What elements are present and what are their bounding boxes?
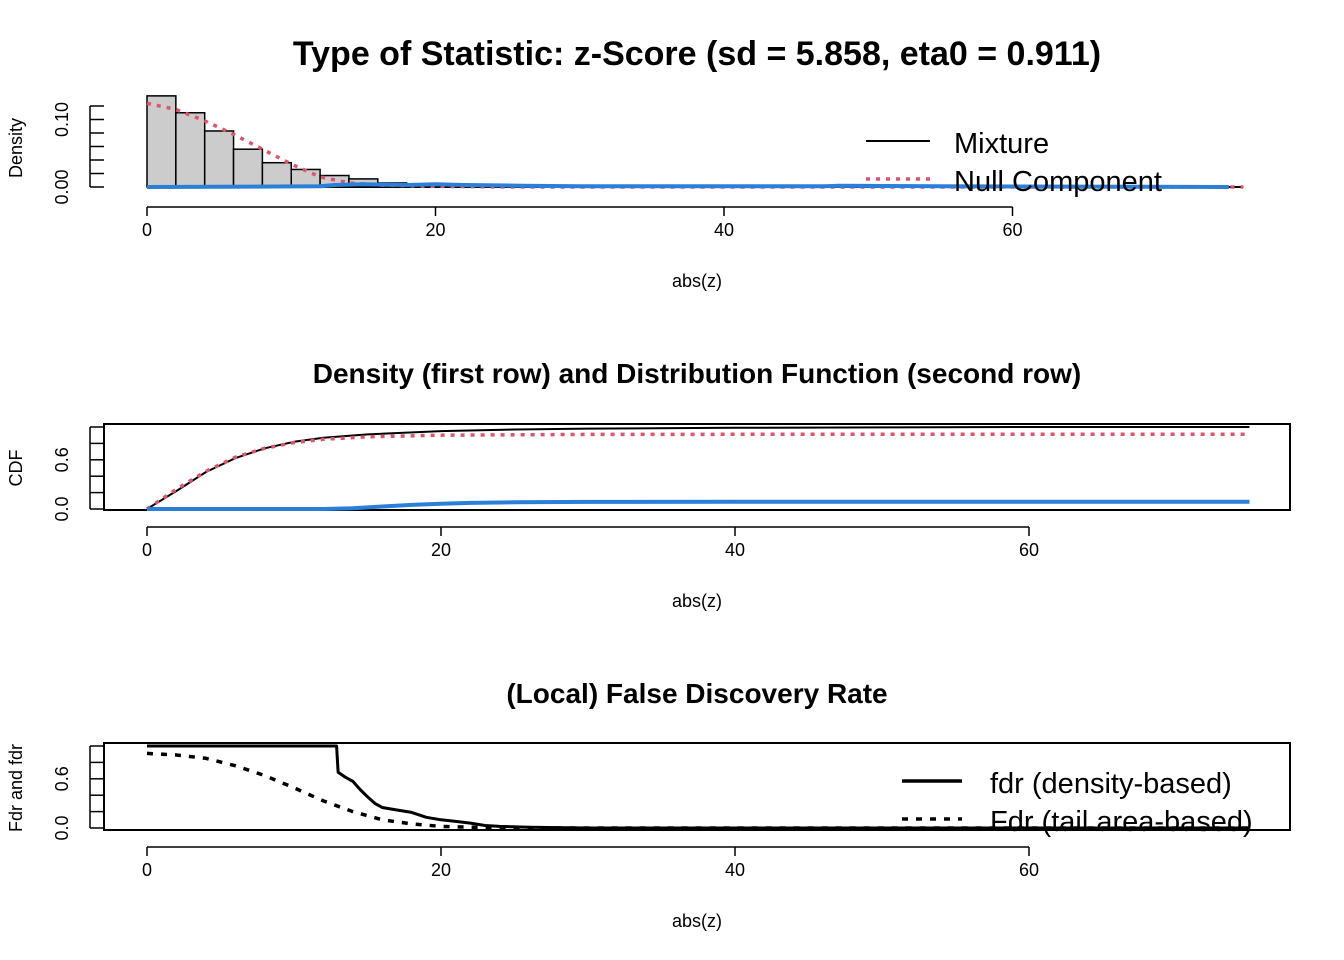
histogram-bar: [261, 161, 292, 188]
y-tick-label: 0.0: [52, 815, 72, 840]
x-tick-label: 40: [725, 860, 745, 880]
legend-label: Mixture: [954, 128, 1049, 160]
x-tick-label: 20: [425, 220, 445, 240]
series-line-2: [146, 751, 1250, 830]
x-axis: 0 20 40 60: [142, 846, 1039, 880]
legend-label: Fdr (tail area-based): [990, 806, 1253, 838]
x-tick-label: 40: [725, 540, 745, 560]
x-axis-label: abs(z): [672, 911, 722, 931]
x-tick-label: 60: [1002, 220, 1022, 240]
histogram-bar: [146, 95, 177, 188]
y-tick-label: 0.10: [52, 102, 72, 137]
x-tick-label: 0: [142, 540, 152, 560]
x-axis-label: abs(z): [672, 271, 722, 291]
y-axis: 0.00 0.10: [52, 102, 104, 205]
y-axis: 0.0 0.6: [52, 426, 104, 522]
y-tick-label: 0.6: [52, 766, 72, 791]
histogram-bar: [203, 130, 235, 188]
x-axis-label: abs(z): [672, 591, 722, 611]
series-line-2: [146, 101, 1244, 189]
chart-title: Density (first row) and Distribution Fun…: [313, 358, 1081, 389]
series-line-3: [147, 499, 1250, 511]
x-axis: 0 20 40 60: [142, 526, 1039, 560]
legend-label: fdr (density-based): [990, 768, 1232, 800]
x-tick-label: 0: [142, 220, 152, 240]
x-tick-label: 60: [1019, 860, 1039, 880]
chart-title: (Local) False Discovery Rate: [506, 678, 887, 709]
x-tick-label: 40: [714, 220, 734, 240]
x-axis: 0 20 40 60: [142, 206, 1023, 240]
series-line-3: [146, 182, 1229, 189]
histogram-bar: [175, 112, 206, 188]
y-tick-label: 0.0: [52, 496, 72, 521]
x-tick-label: 0: [142, 860, 152, 880]
plot-frame: [103, 742, 1291, 831]
legend-label: Null Component: [954, 166, 1162, 198]
x-tick-label: 20: [431, 540, 451, 560]
y-axis-label: CDF: [6, 450, 26, 487]
x-tick-label: 20: [431, 860, 451, 880]
plot-frame: [103, 423, 1291, 511]
y-tick-label: 0.00: [52, 169, 72, 204]
chart-panel-2: Density (first row) and Distribution Fun…: [6, 358, 1291, 611]
legend: Mixture Null Component: [866, 128, 1162, 198]
y-axis-label: Fdr and fdr: [6, 744, 26, 832]
chart-panel-1: Type of Statistic: z-Score (sd = 5.858, …: [6, 35, 1244, 291]
histogram-bar: [232, 148, 264, 188]
y-axis: 0.0 0.6: [52, 745, 104, 841]
chart-panel-3: (Local) False Discovery Rate 0 20 40 60 abs(z…: [6, 678, 1291, 931]
legend: fdr (density-based) Fdr (tail area-based): [902, 768, 1253, 838]
x-tick-label: 60: [1019, 540, 1039, 560]
series-line-2: [146, 432, 1250, 511]
y-axis-label: Density: [6, 118, 26, 178]
chart-title: Type of Statistic: z-Score (sd = 5.858, …: [293, 35, 1101, 73]
y-tick-label: 0.6: [52, 447, 72, 472]
